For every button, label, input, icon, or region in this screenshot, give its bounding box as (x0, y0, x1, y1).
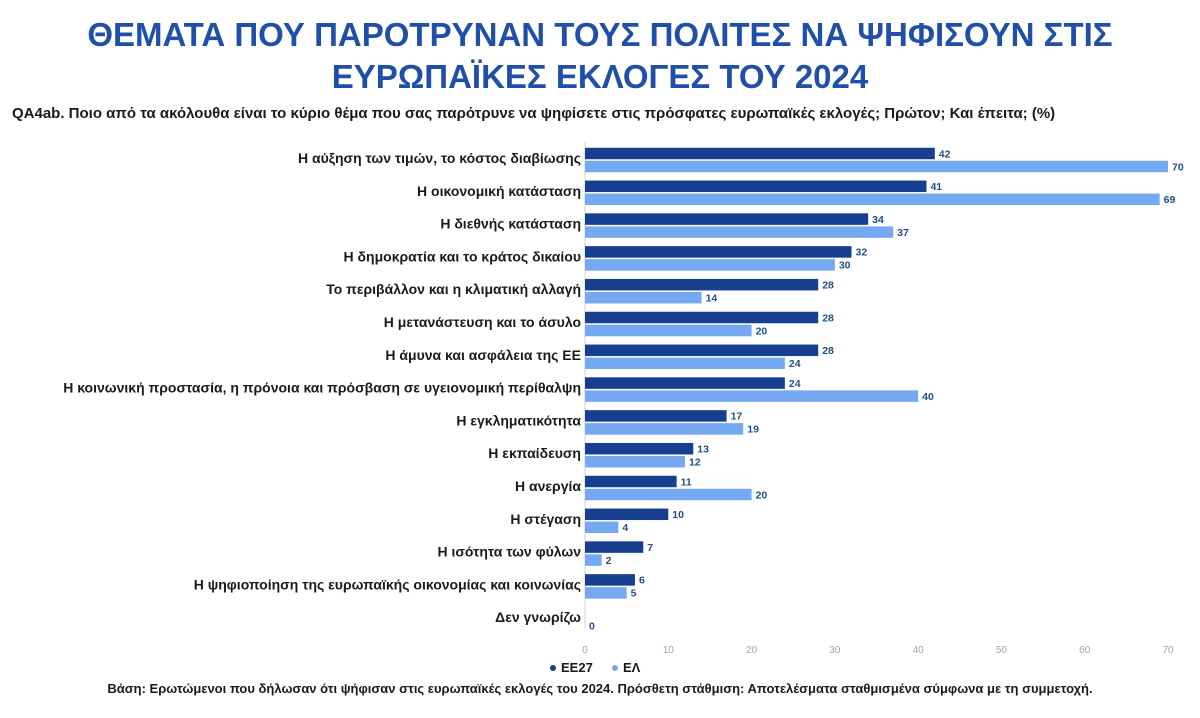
data-label-ee27: 11 (681, 476, 692, 488)
bar-el (585, 423, 744, 435)
bar-ee27 (585, 475, 677, 488)
bar-ee27 (585, 278, 819, 291)
data-label-el: 70 (1172, 161, 1184, 173)
category-label: Η ισότητα των φύλων (437, 544, 581, 560)
category-label: Η εκπαίδευση (488, 445, 581, 461)
bar-ee27 (585, 377, 785, 389)
data-label-el: 20 (756, 489, 768, 501)
horizontal-bar-chart: Η αύξηση των τιμών, το κόστος διαβίωσης Η… (63, 142, 1184, 675)
category-label: Η μετανάστευση και το άσυλο (384, 314, 581, 330)
data-label-ee27: 13 (697, 443, 709, 455)
data-label-ee27: 24 (789, 378, 801, 390)
category-label: Η αύξηση των τιμών, το κόστος διαβίωσης (298, 150, 581, 166)
data-label-ee27: 10 (672, 509, 684, 521)
bar-ee27 (585, 442, 694, 455)
data-label-ee27: 7 (647, 542, 653, 554)
data-label-el: 69 (1164, 194, 1176, 206)
x-tick-label: 60 (1079, 645, 1091, 656)
legend-label-el: ΕΛ (623, 660, 641, 675)
bar-el (585, 488, 752, 501)
bar-ee27 (585, 541, 644, 553)
category-label: Δεν γνωρίζω (495, 609, 581, 625)
data-label-el: 20 (756, 325, 768, 337)
legend-marker-ee27 (550, 665, 556, 671)
category-label: Η διεθνής κατάσταση (440, 216, 581, 232)
data-label-ee27: 17 (731, 411, 743, 423)
x-tick-label: 10 (663, 645, 675, 656)
data-label-el: 40 (922, 391, 934, 403)
bar-ee27 (585, 410, 727, 422)
data-label-el: 2 (606, 555, 612, 567)
category-label: Η εγκληματικότητα (456, 412, 581, 428)
bar-ee27 (585, 213, 869, 225)
bar-el (585, 554, 602, 566)
bar-el (585, 259, 835, 271)
x-tick-label: 70 (1162, 645, 1174, 656)
chart-title: ΘΕΜΑΤΑ ΠΟΥ ΠΑΡΟΤΡΥΝΑΝ ΤΟΥΣ ΠΟΛΙΤΕΣ ΝΑ ΨΗ… (0, 14, 1200, 98)
data-label-el: 37 (897, 227, 909, 239)
data-label-ee27: 28 (822, 312, 834, 324)
bar-el (585, 193, 1160, 206)
x-tick-label: 0 (582, 645, 588, 656)
data-label-ee27: 32 (856, 247, 868, 259)
data-label-el: 0 (589, 620, 595, 632)
x-tick-label: 20 (746, 645, 758, 656)
category-label: Η δημοκρατία και το κράτος δικαίου (344, 248, 581, 264)
category-label: Η κοινωνική προστασία, η πρόνοια και πρό… (63, 380, 581, 396)
data-label-el: 19 (747, 424, 759, 436)
category-label: Η ψηφιοποίηση της ευρωπαϊκής οικονομίας … (194, 576, 581, 592)
data-label-el: 30 (839, 260, 851, 272)
x-tick-label: 50 (996, 645, 1008, 656)
bar-el (585, 357, 785, 370)
data-label-ee27: 28 (822, 279, 834, 291)
bar-ee27 (585, 508, 669, 521)
data-label-ee27: 42 (939, 148, 951, 160)
bar-ee27 (585, 344, 819, 357)
data-label-ee27: 34 (872, 214, 884, 226)
x-tick-label: 30 (829, 645, 841, 656)
chart-question: QA4ab. Ποιο από τα ακόλουθα είναι το κύρ… (12, 105, 1056, 122)
bar-el (585, 390, 919, 402)
data-label-el: 5 (631, 588, 637, 600)
category-label: Το περιβάλλον και η κλιματική αλλαγή (326, 281, 581, 297)
chart-title-line-2: ΕΥΡΩΠΑΪΚΕΣ ΕΚΛΟΓΕΣ ΤΟΥ 2024 (331, 58, 869, 95)
data-label-ee27: 28 (822, 345, 834, 357)
category-label: Η στέγαση (510, 511, 581, 527)
bar-el (585, 291, 702, 304)
bar-el (585, 324, 752, 337)
data-label-el: 12 (689, 456, 701, 468)
bar-el (585, 226, 894, 238)
x-tick-label: 40 (913, 645, 925, 656)
category-label: Η ανεργία (515, 478, 581, 494)
bar-el (585, 455, 685, 468)
data-label-ee27: 6 (639, 575, 645, 587)
legend-label-ee27: ΕΕ27 (561, 660, 593, 675)
bar-el (585, 521, 619, 534)
data-label-el: 4 (622, 522, 628, 534)
bar-ee27 (585, 574, 635, 586)
data-label-el: 14 (706, 292, 718, 304)
category-label: Η οικονομική κατάσταση (417, 183, 581, 199)
bar-ee27 (585, 311, 819, 324)
bar-ee27 (585, 147, 935, 160)
legend-marker-el (612, 665, 618, 671)
bar-el (585, 160, 1168, 173)
bar-ee27 (585, 246, 852, 258)
category-label: Η άμυνα και ασφάλεια της ΕΕ (385, 347, 581, 363)
chart-title-line-1: ΘΕΜΑΤΑ ΠΟΥ ΠΑΡΟΤΡΥΝΑΝ ΤΟΥΣ ΠΟΛΙΤΕΣ ΝΑ ΨΗ… (87, 16, 1113, 53)
chart-footnote: Βάση: Ερωτώμενοι που δήλωσαν ότι ψήφισαν… (107, 681, 1093, 696)
data-label-el: 24 (789, 358, 801, 370)
data-label-ee27: 41 (930, 181, 942, 193)
bar-el (585, 587, 627, 599)
bar-ee27 (585, 180, 927, 193)
